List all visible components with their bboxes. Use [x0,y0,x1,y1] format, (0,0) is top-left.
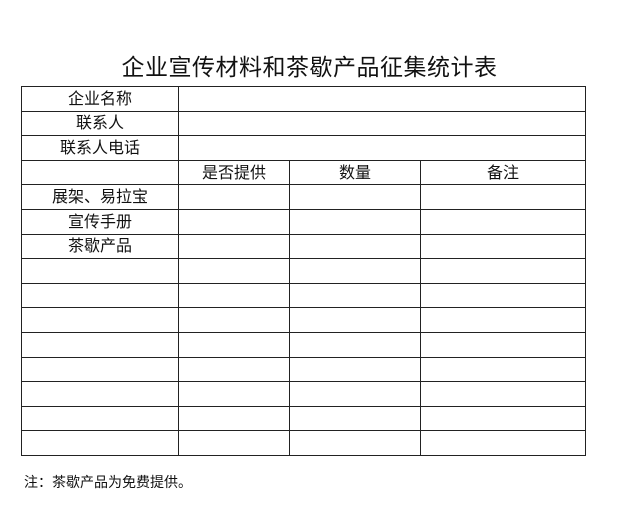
table-row: 宣传手册 [21,208,587,235]
info-label: 联系人 [21,110,179,137]
column-header: 是否提供 [178,159,290,186]
remarks-cell[interactable] [419,307,587,333]
item-label: 茶歇产品 [21,233,179,260]
remarks-cell[interactable] [419,356,587,383]
remarks-cell[interactable] [419,381,587,407]
quantity-cell[interactable] [289,258,421,284]
item-label [21,307,179,333]
remarks-cell[interactable] [419,405,587,432]
quantity-cell[interactable] [289,233,421,260]
column-header: 数量 [289,159,421,186]
remarks-cell[interactable] [419,282,587,309]
info-row: 联系人电话 [21,135,587,161]
item-label [21,258,179,284]
quantity-cell[interactable] [289,381,421,407]
provided-cell[interactable] [178,258,290,284]
remarks-cell[interactable] [419,184,587,210]
provided-cell[interactable] [178,405,290,432]
info-label: 企业名称 [21,86,179,112]
table-row [21,307,587,333]
info-row: 企业名称 [21,86,587,112]
quantity-cell[interactable] [289,184,421,210]
info-value-cell[interactable] [177,110,587,137]
quantity-cell[interactable] [289,208,421,235]
quantity-cell[interactable] [289,282,421,309]
column-header [21,159,179,186]
provided-cell[interactable] [178,356,290,383]
item-label [21,430,179,456]
table-row [21,381,587,407]
collection-table: 企业名称 联系人 联系人电话 是否提供 数量 备注 展架、易拉宝 宣传手册 茶歇产品 [21,86,587,456]
info-row: 联系人 [21,110,587,137]
provided-cell[interactable] [178,282,290,309]
item-label [21,356,179,383]
table-row [21,405,587,432]
table-row [21,331,587,358]
remarks-cell[interactable] [419,430,587,456]
provided-cell[interactable] [178,331,290,358]
info-label: 联系人电话 [21,135,179,161]
table-row [21,282,587,309]
quantity-cell[interactable] [289,405,421,432]
item-label [21,405,179,432]
item-label [21,282,179,309]
remarks-cell[interactable] [419,258,587,284]
provided-cell[interactable] [178,233,290,260]
info-value-cell[interactable] [177,135,587,161]
footnote: 注：茶歇产品为免费提供。 [24,475,192,491]
remarks-cell[interactable] [419,208,587,235]
item-label: 展架、易拉宝 [21,184,179,210]
header-row: 是否提供 数量 备注 [21,159,587,186]
quantity-cell[interactable] [289,356,421,383]
remarks-cell[interactable] [419,331,587,358]
item-label [21,381,179,407]
table-row [21,356,587,383]
remarks-cell[interactable] [419,233,587,260]
table-row [21,430,587,456]
table-row: 展架、易拉宝 [21,184,587,210]
column-header: 备注 [419,159,587,186]
provided-cell[interactable] [178,208,290,235]
info-value-cell[interactable] [177,86,587,112]
item-label: 宣传手册 [21,208,179,235]
quantity-cell[interactable] [289,331,421,358]
page-title: 企业宣传材料和茶歇产品征集统计表 [121,55,498,81]
provided-cell[interactable] [178,307,290,333]
table-row [21,258,587,284]
table-row: 茶歇产品 [21,233,587,260]
provided-cell[interactable] [178,184,290,210]
quantity-cell[interactable] [289,307,421,333]
provided-cell[interactable] [178,381,290,407]
provided-cell[interactable] [178,430,290,456]
item-label [21,331,179,358]
quantity-cell[interactable] [289,430,421,456]
